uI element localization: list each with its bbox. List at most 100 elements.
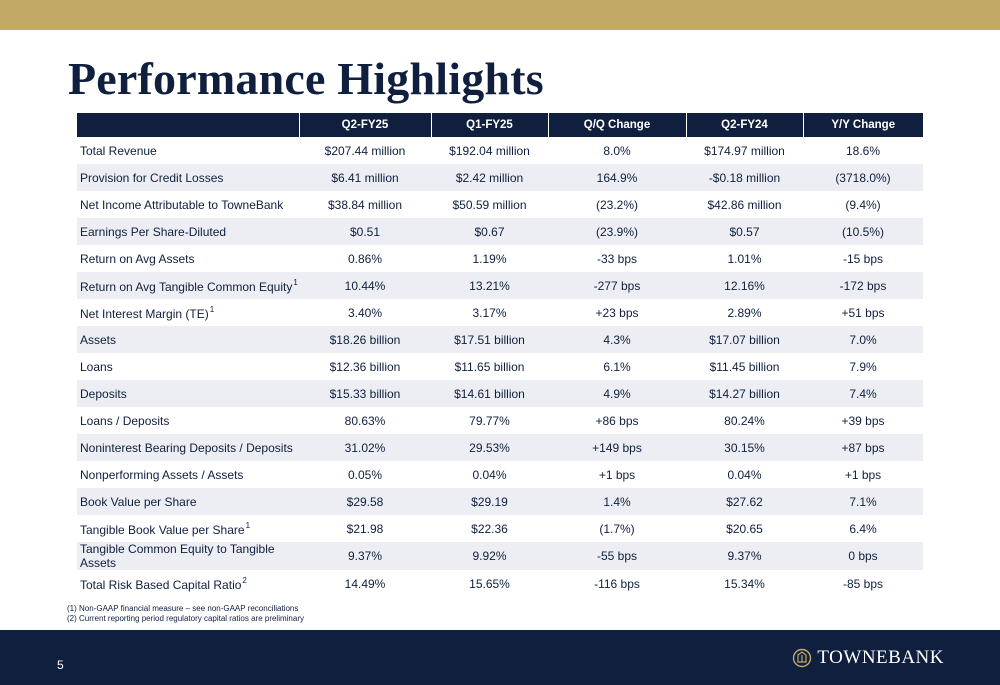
value-cell: +51 bps	[841, 305, 885, 320]
value-cell: 0.86%	[347, 251, 383, 266]
header-cell-blank	[77, 113, 299, 137]
value-cell: $20.65	[726, 521, 763, 536]
row-label-cell: Deposits	[77, 380, 299, 407]
value-cell: 80.24%	[724, 413, 765, 428]
page-title: Performance Highlights	[68, 53, 544, 104]
value-cell: $29.19	[431, 488, 548, 515]
table-row: Book Value per Share $29.58 $29.19 1.4% $27.…	[77, 488, 923, 515]
row-label-cell: Return on Avg Tangible Common Equity1	[77, 272, 299, 299]
value-cell: 7.9%	[849, 359, 877, 374]
value-cell: +87 bps	[803, 434, 923, 461]
value-cell: $2.42 million	[431, 164, 548, 191]
row-label: Loans	[80, 359, 113, 374]
row-label-cell: Total Risk Based Capital Ratio2	[77, 570, 299, 597]
value-cell: -15 bps	[842, 251, 884, 266]
value-cell: +149 bps	[548, 434, 686, 461]
row-label: Earnings Per Share-Diluted	[80, 224, 227, 239]
row-label: Total Revenue	[80, 143, 157, 158]
value-cell: -116 bps	[594, 576, 640, 591]
value-cell: 1.19%	[472, 251, 507, 266]
value-cell: -277 bps	[548, 272, 686, 299]
value-cell: $18.26 billion	[299, 326, 431, 353]
value-cell: -$0.18 million	[686, 164, 803, 191]
value-cell: (23.9%)	[548, 218, 686, 245]
column-header: Q/Q Change	[547, 113, 686, 137]
value-cell: 18.6%	[845, 143, 881, 158]
value-cell: 79.77%	[469, 413, 510, 428]
value-cell: $192.04 million	[449, 143, 530, 158]
value-cell: $0.51	[299, 218, 431, 245]
table-row: Net Interest Margin (TE)1 3.40% 3.17% +23 b…	[77, 299, 923, 326]
row-label-cell: Total Revenue	[77, 137, 299, 164]
crest-icon	[793, 648, 812, 668]
value-cell: (1.7%)	[599, 521, 635, 536]
row-label-cell: Net Income Attributable to TowneBank	[77, 191, 299, 218]
value-cell: $207.44 million	[324, 143, 406, 158]
column-header: Y/Y Change	[802, 113, 923, 137]
column-header: Q2-FY25	[298, 113, 431, 137]
value-cell: 0.04%	[472, 467, 507, 482]
footnote-marker: 1	[293, 277, 298, 287]
column-header: Q1-FY25	[430, 113, 548, 137]
value-cell: 9.37%	[686, 542, 803, 570]
value-cell: $0.67	[431, 218, 548, 245]
bottom-bar	[0, 630, 1000, 685]
table-row: Return on Avg Assets 0.86% 1.19% -33 bps 1.0…	[77, 245, 923, 272]
row-label-cell: Book Value per Share	[77, 488, 299, 515]
row-label-cell: Net Interest Margin (TE)1	[77, 299, 299, 326]
table-row: Tangible Common Equity to Tangible Asset…	[77, 542, 923, 570]
value-cell: 13.21%	[431, 272, 548, 299]
value-cell: $50.59 million	[452, 197, 527, 212]
row-label-cell: Loans / Deposits	[77, 407, 299, 434]
value-cell: 14.49%	[344, 576, 386, 591]
value-cell: +39 bps	[841, 413, 885, 428]
table-row: Total Revenue $207.44 million $192.04 mill…	[77, 137, 923, 164]
townebank-logo: TOWNEBANK	[792, 647, 944, 669]
value-cell: 30.15%	[686, 434, 803, 461]
value-cell: 31.02%	[299, 434, 431, 461]
value-cell: $14.27 billion	[686, 380, 803, 407]
value-cell: $21.98	[346, 521, 384, 536]
value-cell: $15.33 billion	[299, 380, 431, 407]
row-label: Nonperforming Assets / Assets	[80, 467, 244, 482]
value-cell: $42.86 million	[707, 197, 782, 212]
table-row: Provision for Credit Losses $6.41 million…	[77, 164, 923, 191]
page-number: 5	[57, 658, 64, 672]
value-cell: 10.44%	[299, 272, 431, 299]
value-cell: $0.57	[686, 218, 803, 245]
footnote-marker: 1	[209, 304, 215, 314]
table-row: Total Risk Based Capital Ratio2 14.49% 15.…	[77, 570, 923, 597]
value-cell: 1.4%	[548, 488, 686, 515]
row-label-cell: Assets	[77, 326, 299, 353]
row-label-cell: Nonperforming Assets / Assets	[77, 461, 299, 488]
row-label-cell: Earnings Per Share-Diluted	[77, 218, 299, 245]
value-cell: 3.17%	[472, 305, 507, 320]
row-label-cell: Loans	[77, 353, 299, 380]
value-cell: $29.58	[299, 488, 431, 515]
value-cell: $11.65 billion	[454, 359, 525, 374]
table-row: Nonperforming Assets / Assets 0.05% 0.04% +…	[77, 461, 923, 488]
row-label: Return on Avg Assets	[80, 251, 195, 266]
value-cell: 9.37%	[299, 542, 431, 570]
value-cell: 80.63%	[344, 413, 386, 428]
value-cell: $38.84 million	[327, 197, 403, 212]
value-cell: $6.41 million	[299, 164, 431, 191]
value-cell: 3.40%	[347, 305, 383, 320]
table-row: Loans / Deposits 80.63% 79.77% +86 bps 80.24…	[77, 407, 923, 434]
table-row: Return on Avg Tangible Common Equity1 10.…	[77, 272, 923, 299]
footnote: (2) Current reporting period regulatory …	[67, 614, 304, 623]
row-label: Book Value per Share	[80, 494, 197, 509]
footnote-marker: 1	[245, 520, 251, 530]
value-cell: (23.2%)	[595, 197, 639, 212]
value-cell: +1 bps	[598, 467, 636, 482]
value-cell: 6.4%	[849, 521, 877, 536]
row-label: Loans / Deposits	[80, 413, 170, 428]
value-cell: 6.1%	[603, 359, 631, 374]
value-cell: $12.36 billion	[329, 359, 401, 374]
value-cell: -85 bps	[842, 576, 884, 591]
value-cell: +1 bps	[844, 467, 882, 482]
value-cell: 15.34%	[724, 576, 765, 591]
row-label: Tangible Book Value per Share	[80, 522, 245, 537]
row-label: Tangible Common Equity to Tangible Asset…	[80, 542, 275, 570]
value-cell: 29.53%	[431, 434, 548, 461]
